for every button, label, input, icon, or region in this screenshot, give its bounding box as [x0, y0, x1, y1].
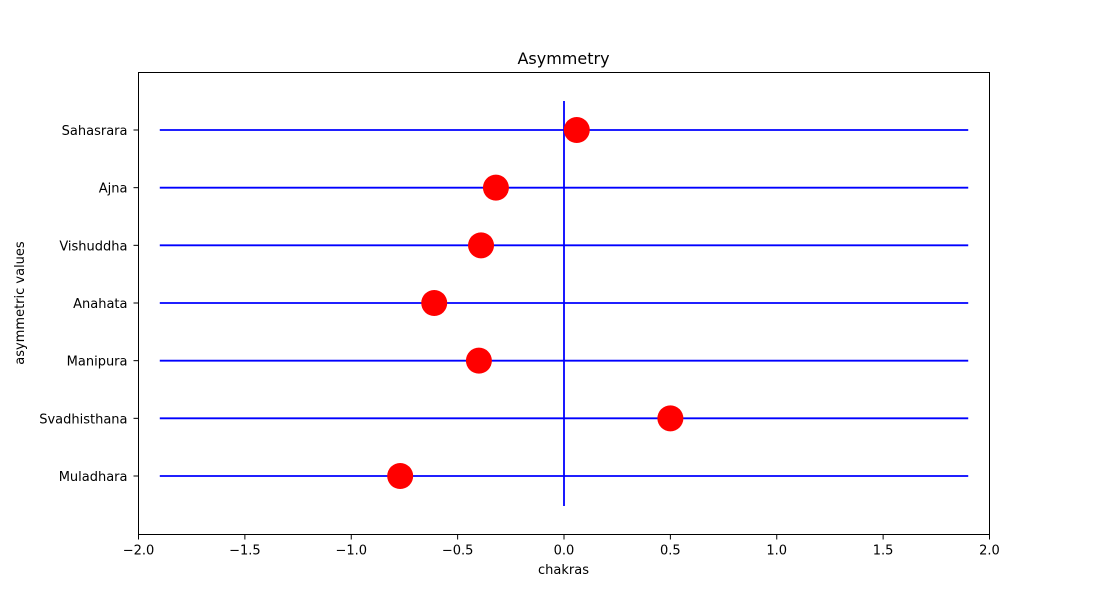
point-anahata	[421, 290, 448, 316]
point-muladhara	[387, 463, 414, 489]
point-manipura	[465, 347, 492, 374]
chart-title: Asymmetry	[517, 49, 609, 68]
point-svadhisthana	[657, 405, 684, 432]
x-tick-label: −1.0	[335, 544, 367, 559]
y-tick-label: Sahasrara	[62, 124, 128, 139]
x-tick-label: 2.0	[979, 544, 1000, 559]
y-tick-label: Manipura	[67, 355, 128, 370]
point-vishuddha	[468, 232, 495, 259]
y-tick-label: Vishuddha	[59, 239, 127, 254]
y-tick-label: Anahata	[73, 297, 127, 312]
y-tick-label: Muladhara	[59, 470, 128, 485]
guide-lines	[159, 101, 969, 506]
point-ajna	[482, 174, 509, 201]
x-tick-label: −1.5	[229, 544, 261, 559]
x-axis-ticks: −2.0 −1.5 −1.0 −0.5 0.0 0.5 1.0 1.5 2.0	[123, 534, 1000, 559]
point-sahasrara	[563, 117, 590, 143]
y-tick-label: Ajna	[99, 182, 128, 197]
y-axis-ticks: Muladhara Svadhisthana Manipura Anahata Vish…	[39, 124, 139, 485]
x-tick-label: 0.0	[554, 544, 575, 559]
x-tick-label: 1.0	[766, 544, 787, 559]
data-points	[387, 117, 684, 489]
x-tick-label: 1.5	[873, 544, 894, 559]
x-tick-label: −0.5	[442, 544, 474, 559]
x-axis-label: chakras	[538, 563, 589, 578]
x-tick-label: −2.0	[123, 544, 155, 559]
x-tick-label: 0.5	[660, 544, 681, 559]
y-tick-label: Svadhisthana	[39, 412, 127, 427]
y-axis-label: asymmetric values	[13, 241, 28, 365]
